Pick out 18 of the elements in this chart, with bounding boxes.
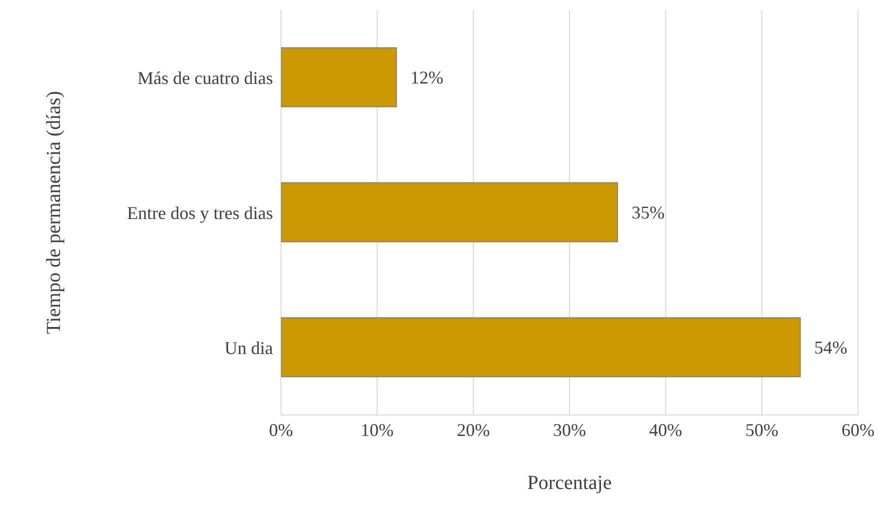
x-axis-title: Porcentaje bbox=[527, 472, 612, 494]
data-label: 35% bbox=[632, 202, 665, 223]
y-tick-label: Entre dos y tres dias bbox=[127, 202, 273, 223]
x-tick-label: 50% bbox=[745, 420, 778, 440]
data-label: 54% bbox=[814, 338, 848, 358]
x-tick-label: 20% bbox=[456, 420, 490, 440]
y-axis-title: Tiempo de permanencia (días) bbox=[43, 90, 66, 334]
x-tick-label: 30% bbox=[553, 420, 586, 440]
bar bbox=[281, 317, 801, 378]
data-label: 12% bbox=[410, 68, 444, 88]
bar bbox=[281, 182, 618, 242]
x-tick-label: 0% bbox=[269, 420, 293, 440]
x-tick-label: 60% bbox=[842, 420, 874, 440]
x-tick-label: 10% bbox=[360, 420, 394, 440]
x-tick-label: 40% bbox=[649, 420, 682, 440]
y-tick-label: Un dia bbox=[224, 338, 273, 358]
bar bbox=[281, 47, 397, 108]
y-tick-label: Más de cuatro dias bbox=[138, 68, 273, 88]
